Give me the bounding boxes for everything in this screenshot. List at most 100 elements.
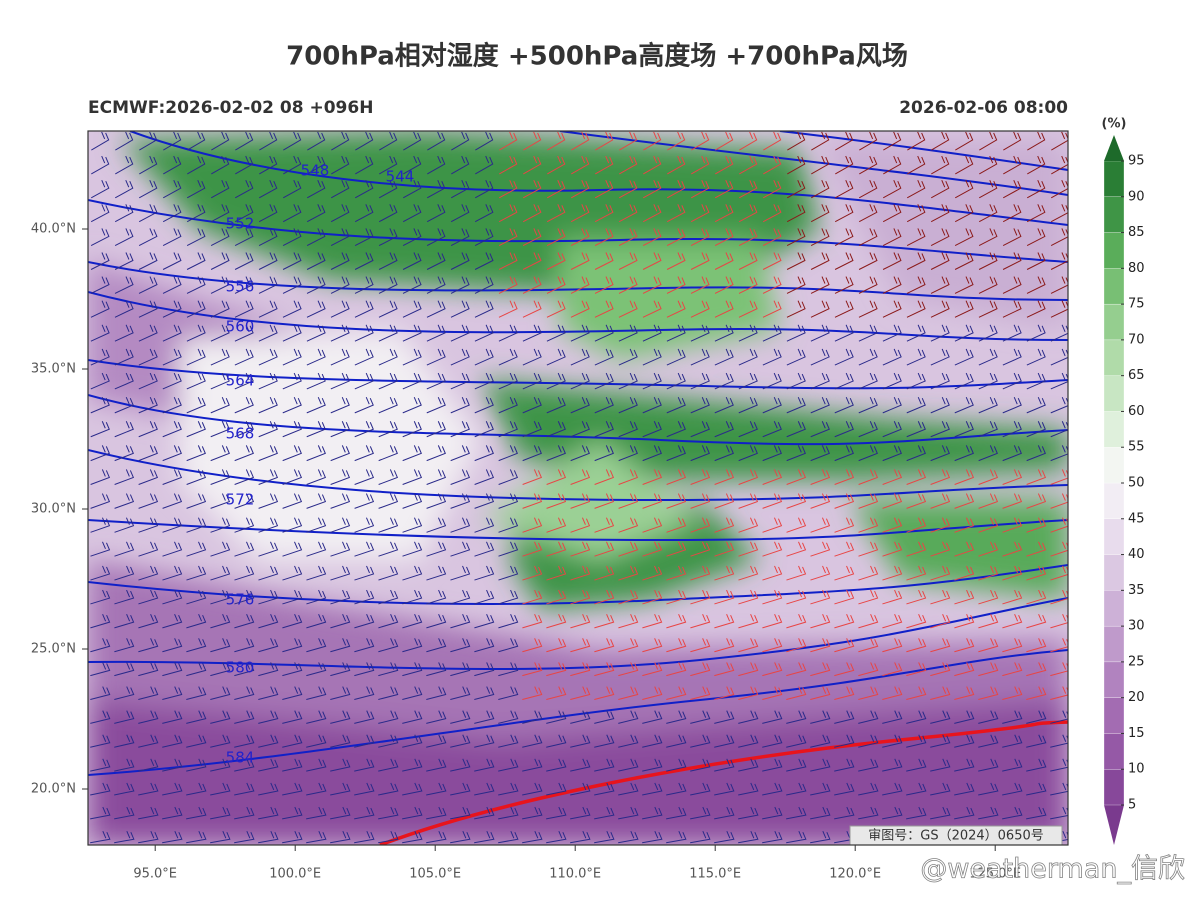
wind-barb [546, 782, 567, 796]
wind-barb [763, 155, 782, 175]
wind-barb [402, 662, 423, 677]
axis-ticks: 95.0°E 100.0°E 105.0°E 110.0°E 115.0°E 120.0°… [31, 222, 1021, 882]
wind-barb [258, 445, 278, 462]
wind-barb [882, 565, 903, 581]
wind-barb [690, 638, 711, 653]
wind-barb [594, 831, 615, 844]
wind-barb [978, 662, 999, 677]
wind-barb [619, 131, 638, 151]
wind-barb [954, 782, 975, 796]
wind-barb [978, 252, 998, 270]
wind-barb [378, 710, 399, 724]
wind-barb [258, 589, 279, 605]
y-tick-label: 35.0°N [31, 362, 76, 377]
wind-barb [330, 517, 351, 533]
wind-barb [762, 758, 783, 772]
wind-barb [642, 421, 662, 438]
wind-barb [954, 686, 975, 700]
wind-barb [738, 565, 759, 581]
wind-barb [498, 565, 519, 581]
wind-barb [810, 469, 831, 485]
wind-barb [594, 372, 614, 390]
colorbar-label: 75 [1128, 297, 1145, 312]
wind-barb [450, 421, 470, 438]
wind-barb [810, 517, 831, 533]
wind-barb [282, 493, 303, 509]
wind-barb [234, 179, 254, 199]
contour-label: 560 [226, 318, 255, 336]
wind-barb [114, 831, 135, 844]
wind-barb [1050, 421, 1068, 438]
wind-barb [139, 155, 158, 175]
wind-barb [835, 131, 854, 151]
wind-barb [138, 300, 158, 318]
wind-barb [666, 613, 687, 629]
wind-barb [642, 204, 662, 223]
wind-barb [90, 348, 110, 366]
wind-barb [762, 276, 782, 294]
wind-barb [762, 613, 783, 629]
wind-barb [522, 228, 542, 247]
wind-barb [1002, 541, 1023, 557]
wind-barb [210, 445, 230, 462]
wind-barb [786, 252, 806, 270]
contour-label: 576 [226, 591, 255, 609]
wind-barb [858, 662, 879, 677]
wind-barb [378, 831, 399, 844]
wind-barb [954, 445, 974, 462]
wind-barb [570, 662, 591, 677]
wind-barb [138, 782, 159, 796]
wind-barb [762, 469, 783, 485]
wind-barb [643, 131, 662, 151]
wind-barb [571, 155, 590, 175]
wind-barb [810, 300, 830, 318]
wind-barb [594, 686, 615, 700]
wind-barb [402, 179, 422, 199]
wind-barb [643, 155, 662, 175]
wind-barb [498, 517, 519, 533]
wind-barb [642, 493, 663, 509]
wind-barb [834, 372, 854, 390]
wind-barb [306, 324, 326, 342]
wind-barb [618, 204, 638, 223]
wind-barb [955, 131, 974, 151]
wind-barb [258, 372, 278, 390]
wind-barb [427, 155, 446, 175]
wind-barb [258, 300, 278, 318]
wind-barb [690, 348, 710, 366]
wind-barb [282, 469, 303, 485]
colorbar-segment [1103, 411, 1125, 448]
wind-barb [810, 638, 831, 653]
wind-barb [138, 348, 158, 366]
wind-barb [978, 638, 999, 653]
wind-barb [234, 831, 255, 844]
wind-barb [258, 710, 279, 724]
wind-barb [786, 710, 807, 724]
wind-barb [115, 155, 134, 175]
wind-barb [834, 396, 854, 414]
wind-barb [642, 252, 662, 270]
wind-barb [547, 131, 566, 151]
wind-barb [330, 300, 350, 318]
wind-barb [714, 228, 734, 247]
wind-barb [978, 806, 999, 820]
wind-barb [546, 348, 566, 366]
wind-barb [978, 613, 999, 629]
wind-barb [570, 517, 591, 533]
wind-barb [954, 372, 974, 390]
wind-barb [210, 372, 230, 390]
wind-barb [450, 831, 471, 844]
wind-barb [930, 179, 950, 199]
wind-barb [618, 179, 638, 199]
wind-barb [954, 204, 974, 223]
wind-barb [1026, 204, 1046, 223]
wind-barb [258, 252, 278, 270]
wind-barb [330, 372, 350, 390]
wind-barb [450, 228, 470, 247]
wind-barb [882, 252, 902, 270]
wind-barb [186, 734, 207, 748]
wind-barb [642, 638, 663, 653]
wind-barb [90, 372, 110, 390]
wind-barb [450, 324, 470, 342]
wind-barb [210, 252, 230, 270]
